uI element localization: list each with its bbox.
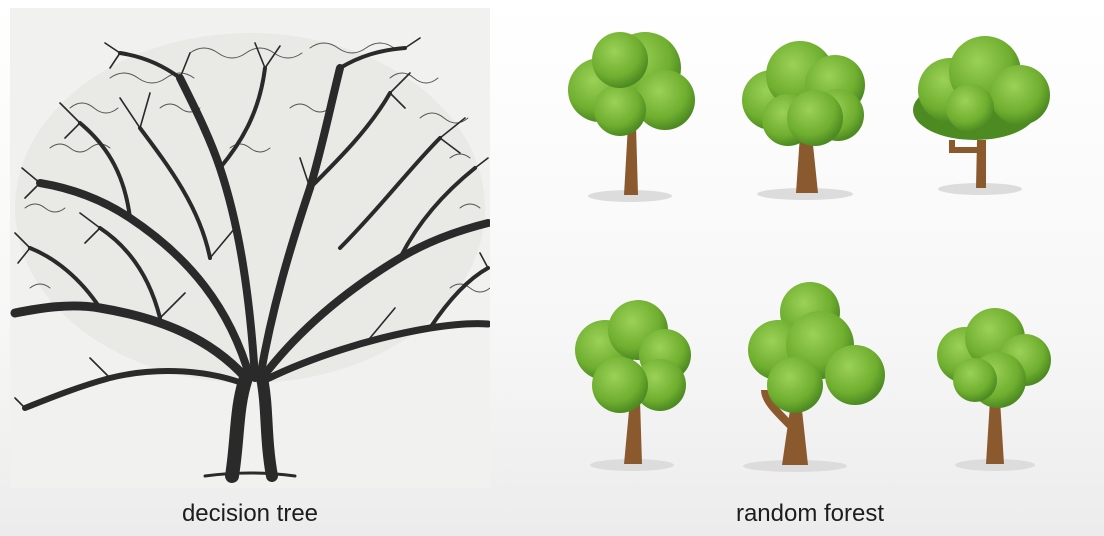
decision-tree-caption: decision tree xyxy=(181,500,319,527)
decision-tree-illustration xyxy=(10,8,490,488)
tree-icon xyxy=(937,308,1051,471)
tree-icon xyxy=(568,32,695,202)
bare-tree-icon xyxy=(10,33,490,483)
tree-icon xyxy=(742,41,865,200)
tree-icon xyxy=(913,36,1050,195)
random-forest-illustration xyxy=(520,0,1104,490)
forest-trees-group xyxy=(568,32,1051,472)
random-forest-caption: random forest xyxy=(735,500,885,527)
tree-icon xyxy=(743,282,885,472)
tree-icon xyxy=(575,300,691,471)
